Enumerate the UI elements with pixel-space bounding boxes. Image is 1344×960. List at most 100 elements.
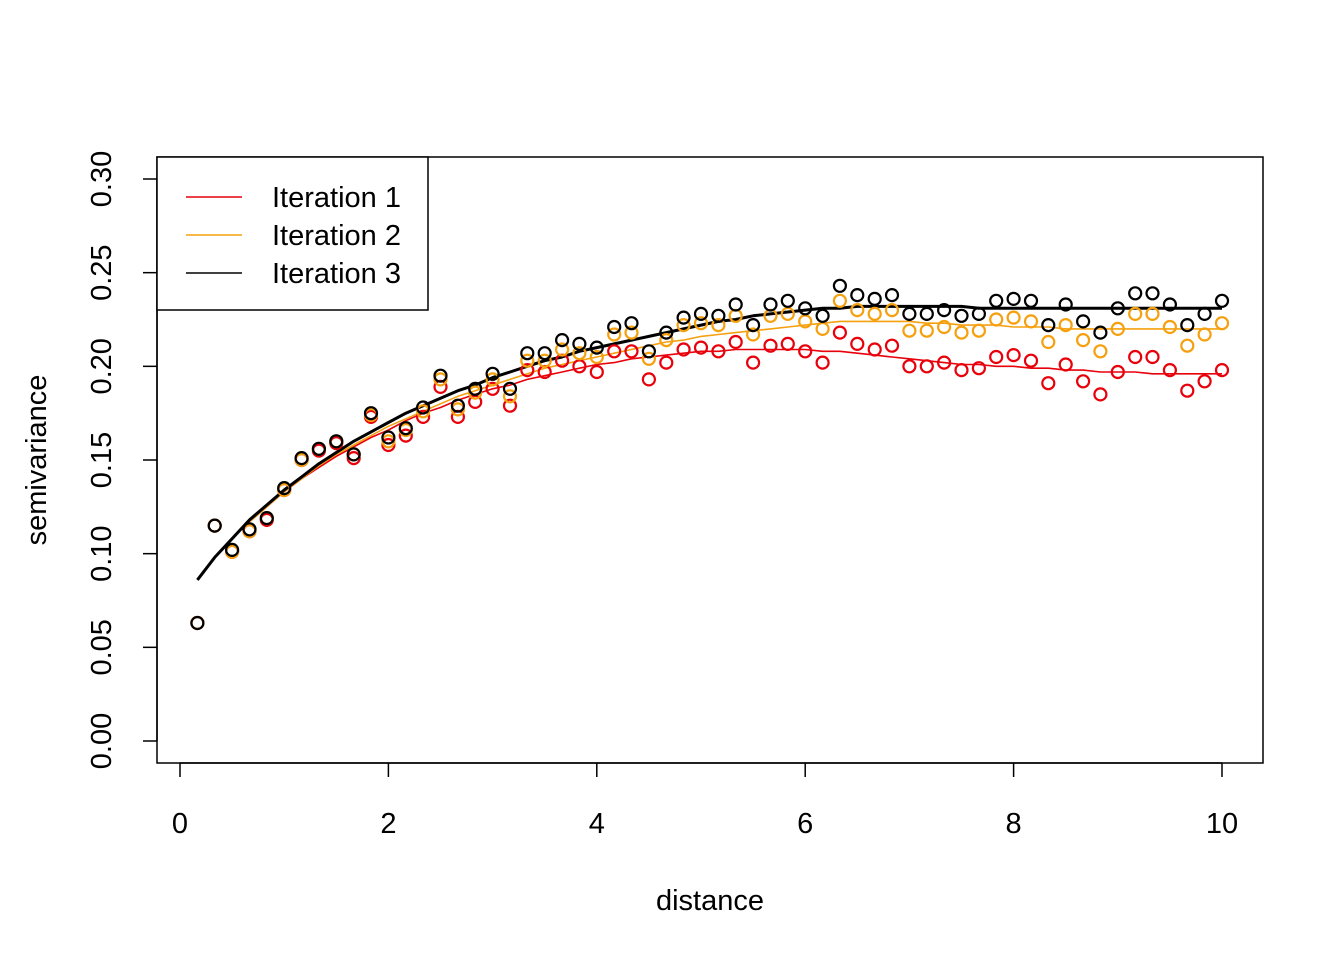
data-point [572,359,587,374]
data-point [1180,383,1195,398]
data-point [989,349,1004,365]
data-point [832,293,848,308]
data-point [711,344,726,359]
data-point [1162,319,1178,335]
data-point [693,316,709,331]
data-point [1093,325,1108,340]
data-point [867,342,882,357]
data-point [381,430,396,445]
data-point [936,319,952,335]
data-point [468,381,483,396]
data-point [468,385,483,400]
data-point [1145,349,1160,365]
data-point [433,368,448,383]
points-iteration-3 [190,278,1230,631]
data-point [1075,314,1091,329]
data-point [1197,306,1212,321]
data-point [1075,333,1091,348]
data-point [1110,364,1125,380]
data-point [1006,348,1021,363]
data-point [381,434,396,449]
data-point [989,293,1004,308]
data-point [259,510,274,526]
data-point [1058,318,1073,333]
data-point [971,323,987,338]
data-point [919,306,934,321]
data-point [294,451,309,466]
data-point [832,278,848,293]
data-point [1041,318,1056,333]
data-point [641,372,657,387]
data-point [485,381,500,396]
data-point [745,318,761,333]
data-point [659,355,674,370]
data-point [711,318,726,333]
data-point [780,293,795,308]
y-axis: 0.00 0.05 0.10 0.15 0.20 0.25 0.30 [86,151,158,769]
legend-label: Iteration 2 [272,220,401,252]
data-point [225,542,240,558]
data-point [502,381,518,396]
data-point [468,394,483,409]
data-point [815,308,830,323]
curve-iteration-1 [196,348,1222,581]
data-point [763,297,778,312]
data-point [798,301,813,316]
data-point [520,363,535,378]
data-point [207,518,222,533]
data-point [919,359,934,374]
data-point [1023,293,1039,308]
data-point [1197,327,1212,342]
data-point [1006,291,1021,306]
data-point [537,353,552,368]
y-tick-label: 0.30 [86,151,118,207]
data-point [659,333,674,348]
data-point [329,434,344,449]
data-point [589,349,604,365]
data-point [520,353,535,368]
data-point [589,340,604,355]
data-point [311,441,326,456]
x-tick-label: 0 [172,808,188,840]
data-point [1214,293,1230,308]
data-point [780,306,795,321]
y-tick-label: 0.25 [86,244,118,300]
data-point [1110,321,1125,336]
curve-iteration-2 [196,320,1222,581]
data-point [954,325,969,340]
legend-box [156,156,429,311]
y-axis-title: semivariance [21,375,53,546]
data-point [832,325,848,340]
data-point [867,306,882,321]
data-point [1093,344,1108,359]
data-point [971,361,987,376]
data-point [780,336,795,351]
data-point [815,321,830,336]
data-point [1041,334,1056,350]
data-point [416,409,431,424]
data-point [902,306,917,321]
data-point [954,363,969,378]
data-point [659,325,674,340]
data-point [1180,338,1195,353]
data-point [1214,316,1230,331]
data-point [1058,357,1073,372]
data-point [416,400,431,415]
data-point [363,406,379,421]
data-point [624,325,639,340]
data-point [485,366,500,381]
data-point [624,344,639,359]
data-point [1162,363,1178,378]
data-point [745,327,761,342]
data-point [919,323,934,338]
data-point [398,428,413,443]
data-points [190,278,1230,631]
data-point [850,336,865,351]
y-tick-label: 0.20 [86,338,118,394]
data-point [624,316,639,331]
data-point [884,288,900,303]
data-point [728,297,743,312]
points-iteration-2 [190,293,1230,631]
data-point [936,303,952,318]
x-tick-label: 8 [1006,808,1022,840]
